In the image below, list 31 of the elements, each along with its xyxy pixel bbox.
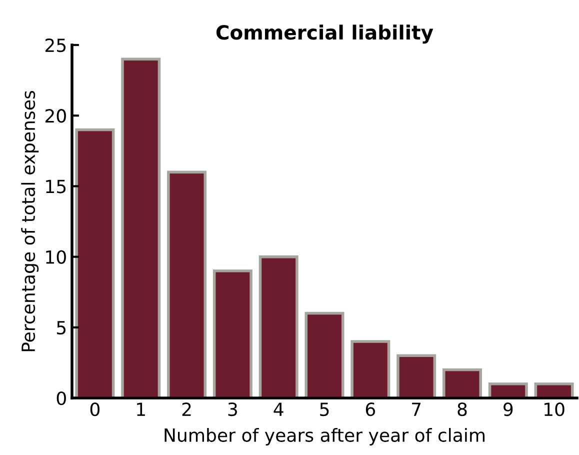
bar: [121, 58, 161, 398]
x-tick-label: 8: [458, 402, 467, 416]
x-tick-label: 2: [182, 402, 191, 416]
bar: [212, 270, 252, 398]
bar: [75, 128, 115, 398]
x-tick-label: 10: [544, 402, 564, 416]
y-tick-label: 5: [57, 321, 66, 335]
y-tick-label: 15: [46, 180, 66, 194]
bar: [534, 382, 574, 398]
y-tick-label: 20: [45, 109, 66, 123]
y-tick-label: 25: [45, 38, 66, 52]
x-tick-label: 3: [228, 402, 237, 416]
y-tick-label: 10: [46, 250, 66, 264]
bar: [350, 340, 390, 398]
bar: [167, 170, 207, 398]
x-tick-label: 7: [412, 402, 421, 416]
x-tick-label: 5: [320, 402, 329, 416]
bar: [304, 312, 344, 398]
x-axis-title: Number of years after year of claim: [164, 428, 485, 446]
bar: [442, 368, 482, 398]
bar: [396, 354, 436, 398]
x-tick-label: 1: [137, 402, 145, 416]
x-tick-label: 0: [90, 402, 100, 416]
bar: [258, 255, 298, 398]
bar: [488, 382, 528, 398]
chart-title: Commercial liability: [216, 24, 434, 44]
y-axis-title: Percentage of total expenses: [21, 90, 39, 352]
y-tick-label: 0: [56, 391, 66, 406]
x-tick-label: 6: [366, 402, 376, 416]
x-tick-label: 4: [274, 402, 284, 416]
x-tick-label: 9: [504, 402, 513, 416]
